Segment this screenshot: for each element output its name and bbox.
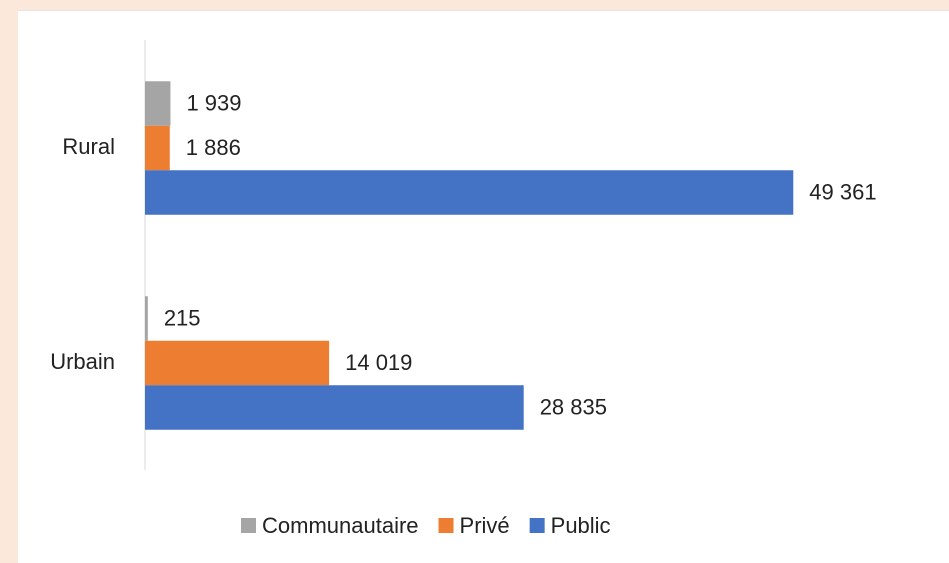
chart-card — [18, 10, 949, 563]
bar — [145, 385, 524, 430]
bar — [145, 170, 794, 215]
data-label: 28 835 — [540, 394, 607, 419]
legend-swatch — [438, 518, 454, 533]
data-label: 14 019 — [345, 350, 412, 375]
bar — [145, 81, 171, 126]
bar — [145, 125, 170, 171]
data-label: 1 886 — [186, 135, 241, 160]
legend-label: Privé — [460, 513, 510, 538]
bar — [145, 296, 148, 341]
bar — [145, 340, 330, 386]
data-label: 215 — [164, 305, 201, 330]
legend-swatch — [529, 518, 545, 533]
data-label: 49 361 — [809, 179, 876, 204]
category-label: Rural — [62, 134, 115, 159]
legend-swatch — [241, 518, 256, 533]
legend-label: Public — [551, 513, 611, 538]
legend-label: Communautaire — [262, 513, 419, 538]
category-label: Urbain — [50, 349, 115, 374]
data-label: 1 939 — [186, 90, 241, 115]
